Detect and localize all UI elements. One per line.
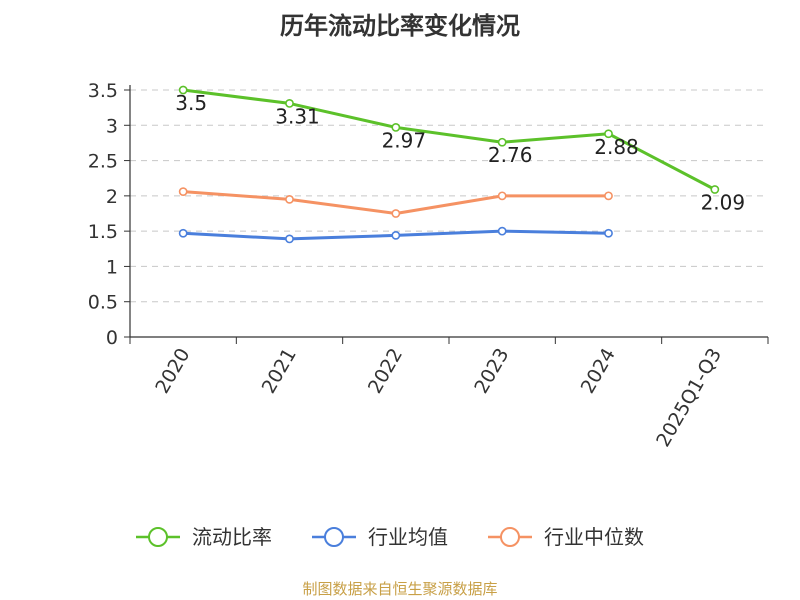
series-point-3	[285, 194, 294, 204]
series-point-3	[391, 209, 401, 218]
x-tick-label: 2022	[364, 345, 407, 398]
x-tick-label: 2024	[577, 345, 620, 398]
series-point-2	[604, 228, 613, 238]
y-tick-label: 3.5	[88, 80, 118, 102]
x-tick-label: 2023	[470, 344, 513, 397]
axes: 0 0.5 1 1.5 2 2.5 3 3.5 2020 2021 2022 2023 2024 2025…	[88, 80, 769, 451]
chart-title: 历年流动比率变化情况	[280, 12, 520, 40]
source-note: 制图数据来自恒生聚源数据库	[302, 580, 498, 598]
legend-marker-1	[148, 527, 168, 547]
data-label: 3.5	[175, 91, 207, 115]
y-tick-label: 2	[106, 186, 118, 208]
series-point-3	[178, 187, 188, 197]
y-tick-label: 0	[106, 327, 118, 349]
data-label: 2.76	[488, 143, 533, 167]
legend-marker-2	[324, 527, 344, 547]
series-point-3	[497, 191, 507, 201]
legend-label-2: 行业均值	[368, 525, 448, 549]
legend-label-3: 行业中位数	[544, 525, 644, 549]
data-label: 2.88	[594, 135, 639, 159]
legend-label-1: 流动比率	[192, 525, 272, 549]
series-point-1	[604, 129, 613, 139]
y-tick-label: 0.5	[88, 292, 118, 314]
series-point-2	[391, 230, 401, 240]
legend: 流动比率 行业均值 行业中位数	[136, 525, 644, 549]
y-tick-label: 2.5	[88, 151, 118, 173]
series-line-1	[182, 88, 716, 191]
series-point-2	[497, 226, 507, 236]
data-labels: 3.5 3.31 2.97 2.76 2.88 2.09	[175, 91, 745, 215]
series-point-1	[285, 99, 294, 108]
data-label: 2.09	[701, 191, 746, 215]
x-tick-label: 2020	[151, 345, 194, 398]
x-tick-label: 2021	[258, 345, 301, 398]
series-point-1	[178, 85, 188, 95]
series-point-2	[285, 234, 294, 244]
series-point-3	[604, 191, 613, 201]
data-label: 2.97	[382, 128, 427, 152]
series-layer	[178, 85, 720, 244]
y-tick-label: 3	[106, 115, 118, 137]
series-point-1	[497, 137, 507, 147]
series-point-2	[178, 228, 188, 238]
y-tick-label: 1.5	[88, 221, 118, 243]
x-tick-label: 2025Q1-Q3	[652, 345, 726, 451]
series-point-1	[391, 123, 401, 132]
legend-marker-3	[500, 527, 520, 547]
series-point-1	[710, 185, 720, 194]
data-label: 3.31	[275, 104, 320, 128]
y-tick-label: 1	[106, 256, 118, 278]
